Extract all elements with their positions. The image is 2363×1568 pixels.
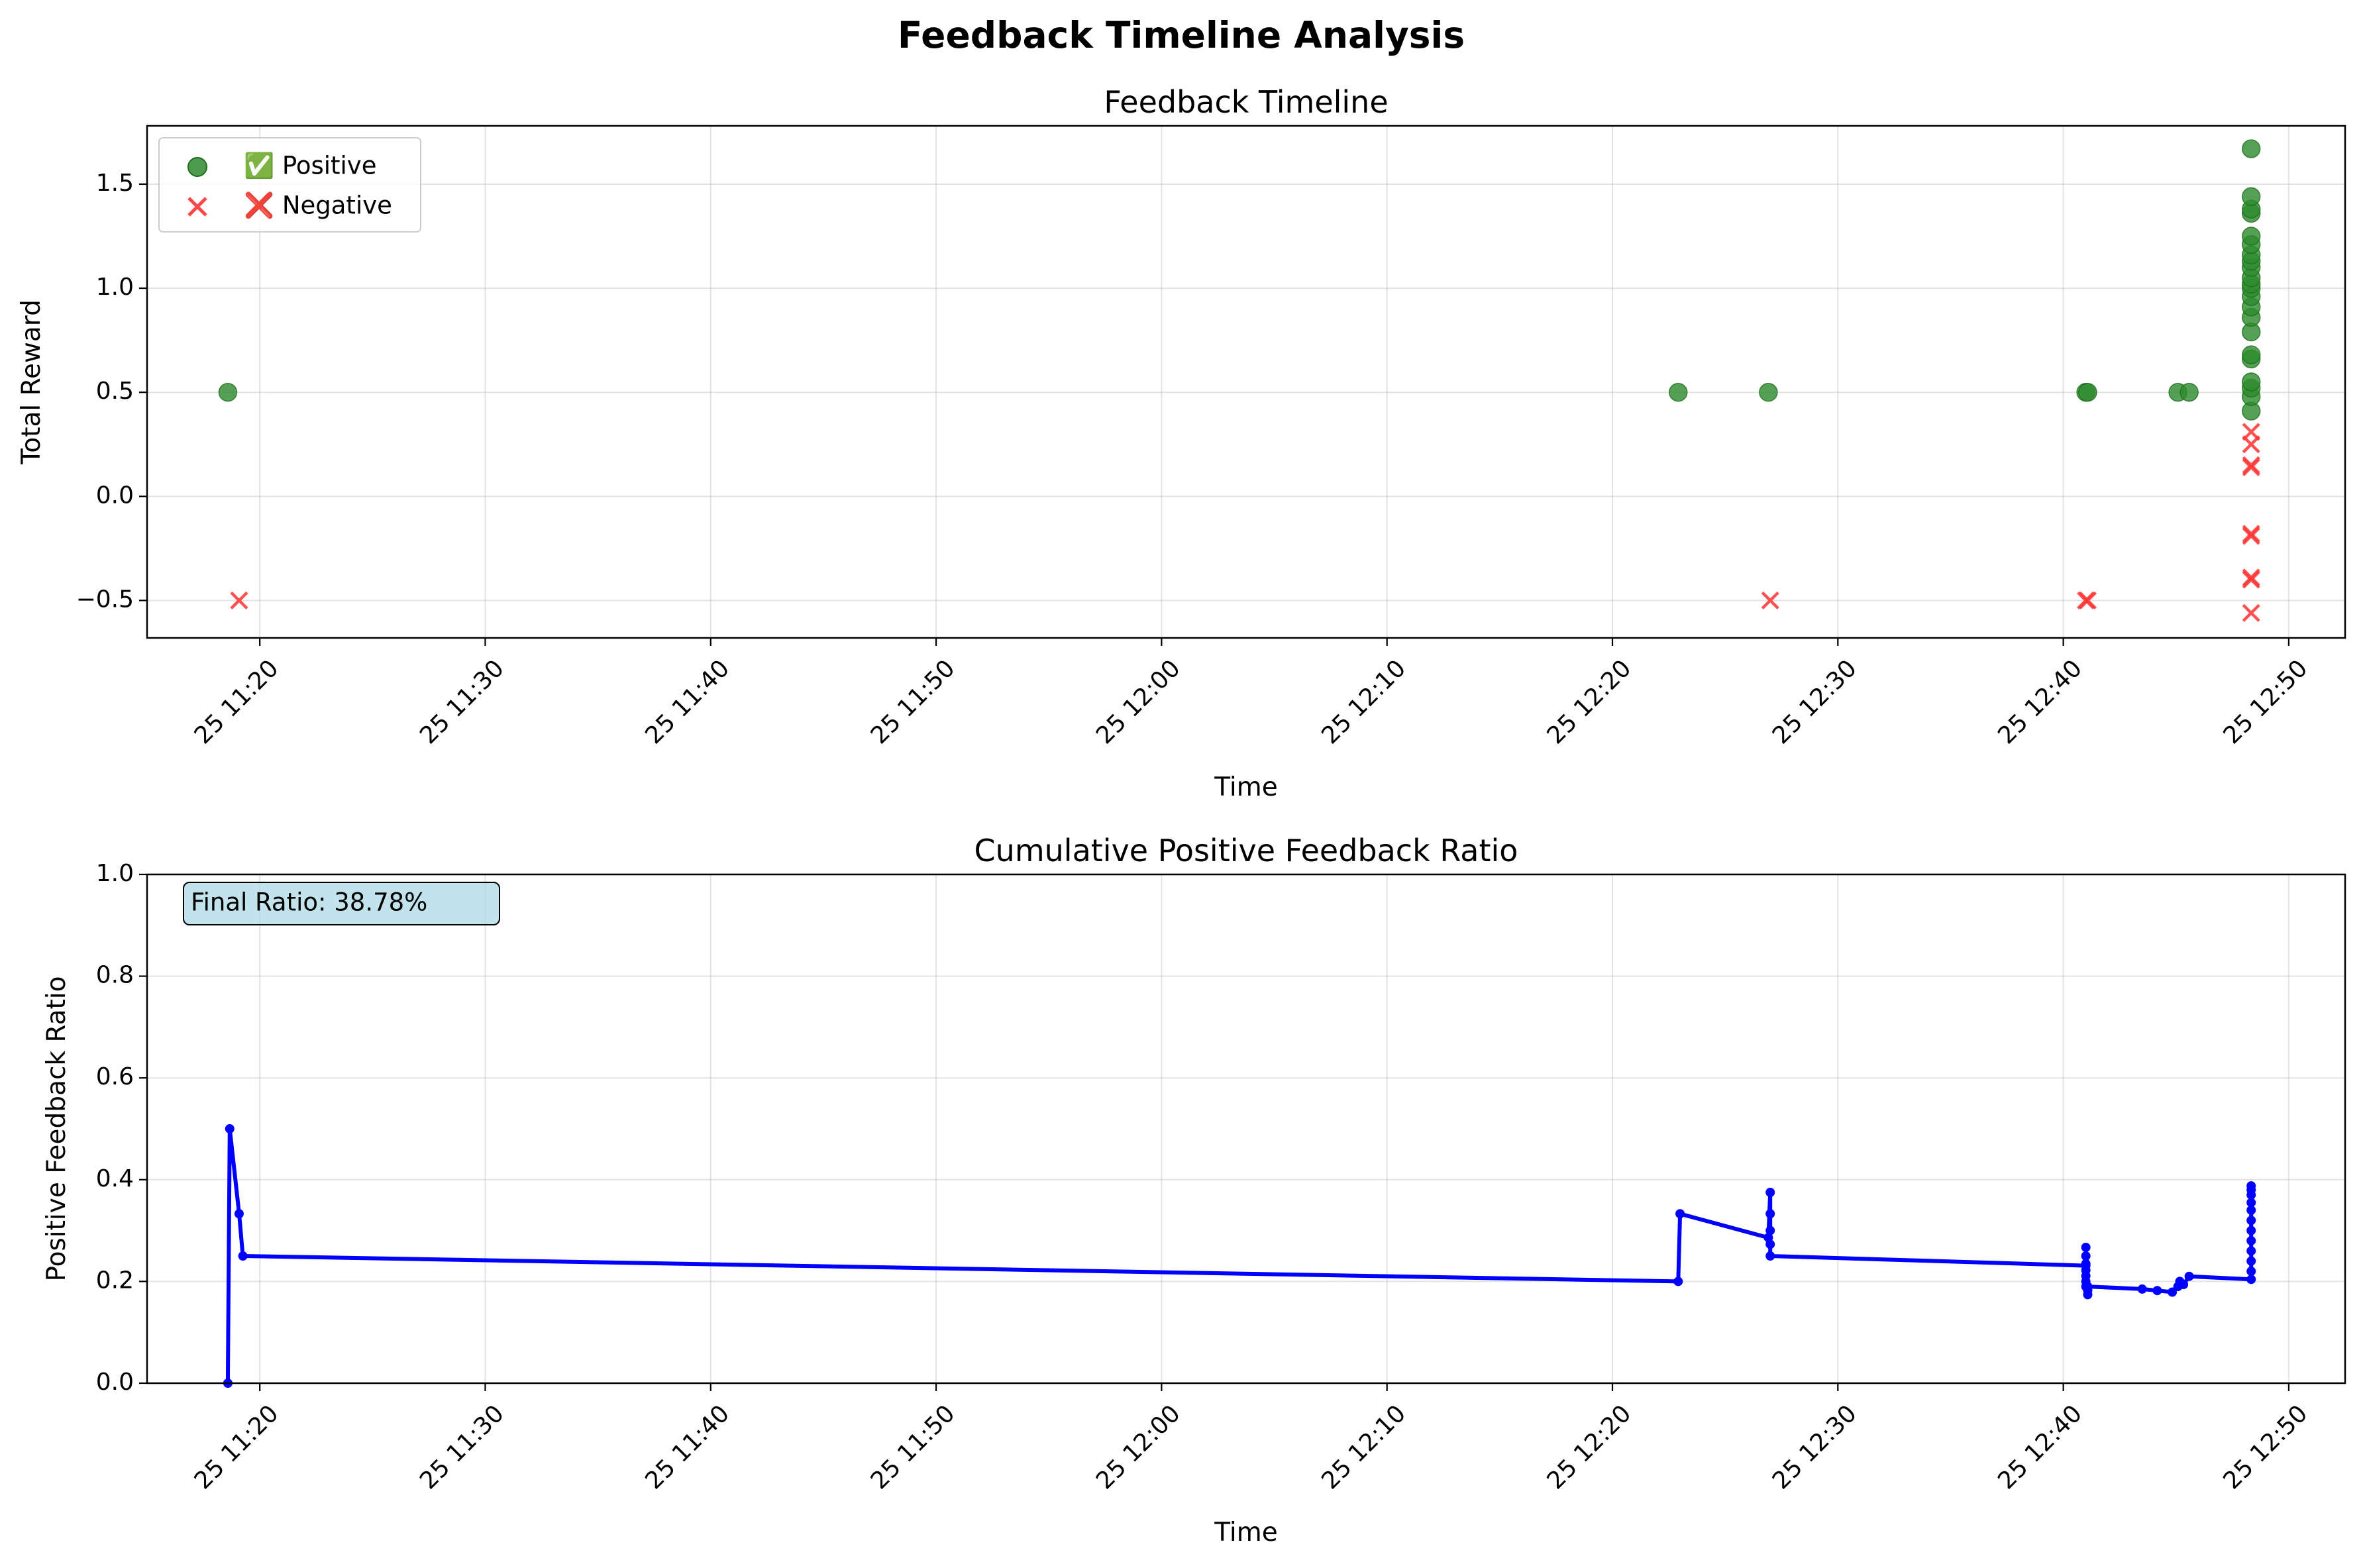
positive-ratio-point bbox=[1765, 1209, 1775, 1219]
positive-ratio-marks bbox=[223, 1124, 2256, 1388]
negative-point bbox=[2242, 527, 2260, 545]
positive-ratio-point bbox=[2246, 1216, 2256, 1226]
positive-ratio-point bbox=[2246, 1256, 2256, 1266]
ratio-ytick-label: 1.0 bbox=[96, 860, 134, 887]
positive-ratio-ylabel: Positive Feedback Ratio bbox=[42, 976, 72, 1282]
positive-point bbox=[1759, 382, 1778, 402]
positive-ratio-point bbox=[2152, 1286, 2162, 1296]
positive-point bbox=[2241, 345, 2261, 364]
positive-ratio-point bbox=[1675, 1209, 1685, 1219]
positive-ratio-frame bbox=[146, 873, 2346, 1385]
negative-point bbox=[230, 591, 248, 610]
final-ratio-box bbox=[183, 882, 500, 925]
feedback-timeline-ylabel: Total Reward bbox=[17, 299, 46, 465]
positive-ratio-point bbox=[2246, 1246, 2256, 1256]
feedback-timeline-grid bbox=[147, 126, 2345, 638]
positive-ratio-point bbox=[1765, 1251, 1775, 1261]
legend-negative-label: ❌ Negative bbox=[244, 191, 392, 221]
positive-ratio-point bbox=[2184, 1271, 2194, 1281]
positive-ratio-point bbox=[2246, 1181, 2256, 1191]
timeline-ytick-label: 0.0 bbox=[96, 482, 134, 509]
feedback-timeline-legend: ✅ Positive ❌ Negative bbox=[158, 137, 421, 233]
positive-point bbox=[1669, 382, 1688, 402]
positive-ratio-point bbox=[1765, 1226, 1775, 1235]
positive-point bbox=[218, 382, 238, 402]
positive-ratio-point bbox=[1673, 1277, 1683, 1286]
positive-ratio-point bbox=[2179, 1280, 2189, 1290]
positive-point bbox=[2241, 187, 2261, 207]
ratio-ytick-label: 0.2 bbox=[96, 1267, 134, 1294]
negative-point bbox=[2078, 591, 2097, 610]
timeline-ytick-label: −0.5 bbox=[76, 586, 134, 613]
positive-ratio-point bbox=[225, 1124, 235, 1133]
positive-point bbox=[2241, 227, 2261, 246]
positive-ratio-point bbox=[2083, 1290, 2093, 1300]
figure-suptitle: Feedback Timeline Analysis bbox=[898, 14, 1465, 56]
positive-ratio-point bbox=[2246, 1198, 2256, 1208]
positive-ratio-point bbox=[2168, 1287, 2178, 1297]
positive-ratio-point bbox=[1765, 1188, 1775, 1197]
positive-point bbox=[2078, 382, 2097, 402]
positive-ratio-point bbox=[2246, 1235, 2256, 1245]
positive-ratio-xlabel: Time bbox=[1214, 1518, 1277, 1547]
negative-point bbox=[2242, 456, 2260, 474]
positive-point bbox=[2241, 139, 2261, 158]
feedback-timeline-title: Feedback Timeline bbox=[1104, 84, 1388, 120]
negative-point bbox=[2242, 423, 2260, 441]
positive-ratio-point bbox=[1765, 1239, 1775, 1249]
positive-ratio-point bbox=[238, 1251, 248, 1261]
negative-point bbox=[1761, 591, 1779, 610]
ratio-ytick-label: 0.8 bbox=[96, 962, 134, 989]
negative-point bbox=[2242, 570, 2260, 589]
final-ratio-annotation: Final Ratio: 38.78% bbox=[183, 882, 500, 925]
legend-positive-label: ✅ Positive bbox=[244, 152, 376, 180]
positive-ratio-point bbox=[2083, 1282, 2093, 1292]
positive-ratio-point bbox=[2246, 1226, 2256, 1235]
positive-ratio-point bbox=[2246, 1267, 2256, 1277]
positive-point bbox=[2179, 382, 2199, 402]
legend-box bbox=[158, 137, 421, 233]
feedback-timeline-frame bbox=[146, 125, 2346, 639]
positive-ratio-point bbox=[2081, 1259, 2091, 1269]
feedback-timeline-marks bbox=[218, 139, 2261, 622]
feedback-timeline-xlabel: Time bbox=[1214, 772, 1277, 802]
timeline-ytick-label: 0.5 bbox=[96, 378, 134, 405]
final-ratio-text: Final Ratio: 38.78% bbox=[191, 888, 427, 917]
legend-negative-marker bbox=[187, 197, 207, 217]
ratio-ytick-label: 0.6 bbox=[96, 1063, 134, 1090]
positive-ratio-point bbox=[2081, 1251, 2091, 1261]
ratio-ytick-label: 0.4 bbox=[96, 1165, 134, 1192]
negative-point bbox=[2242, 603, 2260, 622]
positive-ratio-point bbox=[2081, 1242, 2091, 1252]
timeline-ytick-label: 1.5 bbox=[96, 170, 134, 197]
positive-ratio-point bbox=[234, 1209, 244, 1219]
positive-ratio-title: Cumulative Positive Feedback Ratio bbox=[974, 833, 1518, 868]
positive-point bbox=[2241, 372, 2261, 392]
positive-ratio-point bbox=[2246, 1275, 2256, 1284]
ratio-ytick-label: 0.0 bbox=[96, 1369, 134, 1396]
timeline-ytick-label: 1.0 bbox=[96, 274, 134, 301]
positive-ratio-grid bbox=[147, 874, 2345, 1384]
legend-positive-marker bbox=[187, 157, 207, 177]
positive-ratio-point bbox=[2246, 1205, 2256, 1215]
positive-ratio-point bbox=[2137, 1284, 2147, 1294]
